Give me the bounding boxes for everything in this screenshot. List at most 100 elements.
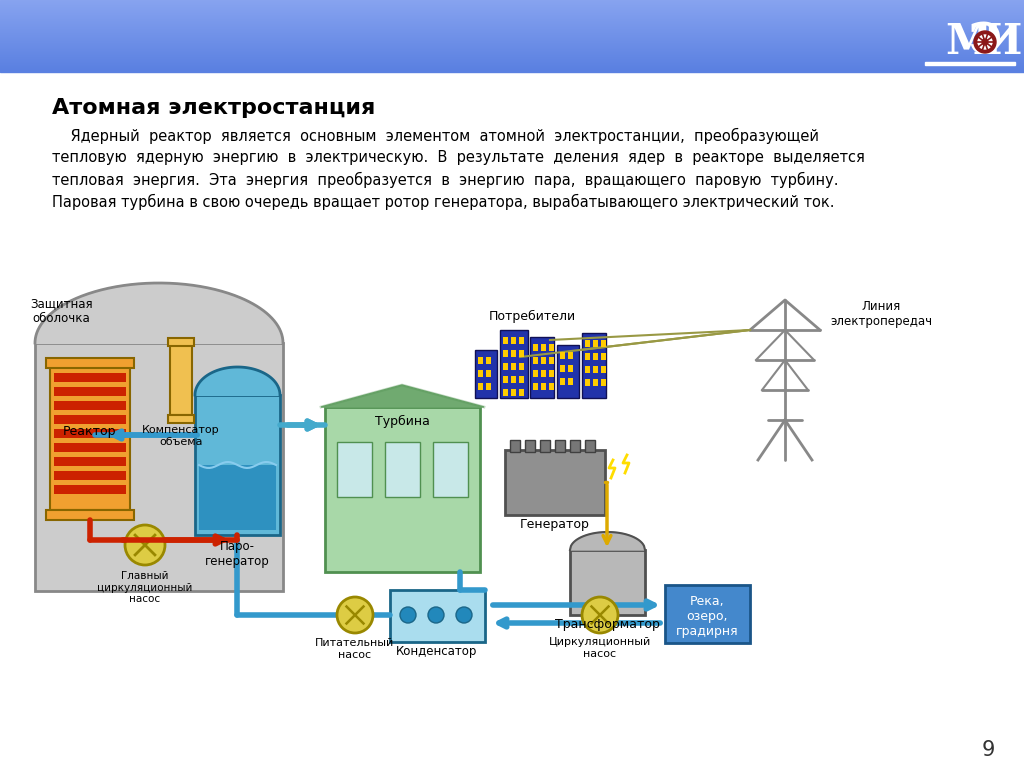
Bar [0,25,1024,26]
Bar [54,443,126,452]
Circle shape [978,35,992,49]
Bar [478,383,483,390]
Bar [0,15,1024,16]
Bar [0,68,1024,69]
Bar [0,37,1024,38]
Bar [540,440,550,452]
Bar [925,62,1015,65]
Bar [433,442,468,497]
Bar [54,373,126,382]
Bar [54,387,126,396]
Bar [199,465,276,530]
Bar [560,352,565,359]
Bar [0,54,1024,55]
Bar [0,48,1024,49]
Bar [519,350,524,357]
Bar [0,47,1024,48]
Circle shape [125,525,165,565]
Bar [50,365,130,510]
Bar [0,45,1024,46]
Bar [560,365,565,372]
Bar [0,71,1024,72]
Bar [549,357,554,364]
Bar [0,10,1024,11]
Bar [0,69,1024,70]
Bar [0,3,1024,4]
Bar [0,36,1024,37]
Bar [0,31,1024,32]
Bar [582,333,606,398]
Bar [0,17,1024,18]
Text: Река,
озеро,
градирня: Река, озеро, градирня [676,595,738,638]
Text: Питательный
насос: Питательный насос [315,638,394,660]
Bar [486,357,490,364]
Bar [511,350,516,357]
Bar [0,38,1024,39]
Circle shape [456,607,472,623]
Bar [0,62,1024,63]
Bar [0,28,1024,29]
Text: Ядерный  реактор  является  основным  элементом  атомной  электростанции,  преоб: Ядерный реактор является основным элемен… [52,128,819,144]
Bar [555,440,565,452]
Polygon shape [35,283,283,343]
Bar [525,440,535,452]
Bar [585,353,590,360]
Bar [503,389,508,396]
Polygon shape [321,385,484,407]
Circle shape [974,31,996,53]
Bar [0,61,1024,62]
Bar [570,440,580,452]
Bar [568,352,573,359]
Bar [0,18,1024,19]
Bar [568,365,573,372]
Bar [0,20,1024,21]
Text: тепловая  энергия.  Эта  энергия  преобразуется  в  энергию  пара,  вращающего  : тепловая энергия. Эта энергия преобразуе… [52,172,839,188]
Bar [0,70,1024,71]
Text: Потребители: Потребители [488,310,575,323]
Bar [568,378,573,385]
Bar [0,57,1024,58]
Bar [0,63,1024,64]
Bar [500,330,528,398]
Bar [0,9,1024,10]
Bar [0,34,1024,35]
Bar [585,440,595,452]
Bar [0,46,1024,47]
Bar [325,407,480,572]
Bar [475,350,497,398]
Bar [0,66,1024,67]
Bar [541,383,546,390]
Text: Трансформатор: Трансформатор [555,618,659,631]
Bar [54,415,126,424]
Bar [519,389,524,396]
Bar [0,0,1024,1]
Bar [0,30,1024,31]
Bar [0,65,1024,66]
Text: Генератор: Генератор [520,518,590,531]
Bar [505,450,605,515]
Polygon shape [195,367,280,395]
Bar [0,55,1024,56]
Bar [0,23,1024,24]
Bar [478,357,483,364]
Text: Паровая турбина в свою очередь вращает ротор генератора, вырабатывающего электри: Паровая турбина в свою очередь вращает р… [52,194,835,210]
Bar [0,56,1024,57]
Bar [593,340,598,347]
Bar [585,379,590,386]
Bar [0,4,1024,5]
Bar [0,58,1024,59]
Bar [168,415,194,423]
Bar [0,43,1024,44]
Text: Атомная электростанция: Атомная электростанция [52,98,376,118]
Bar [593,366,598,373]
Bar [486,370,490,377]
Bar [168,338,194,346]
Bar [0,27,1024,28]
Circle shape [400,607,416,623]
Text: Циркуляционный
насос: Циркуляционный насос [549,637,651,659]
Bar [511,389,516,396]
Bar [0,67,1024,68]
Bar [560,378,565,385]
Bar [601,353,606,360]
Bar [0,42,1024,43]
